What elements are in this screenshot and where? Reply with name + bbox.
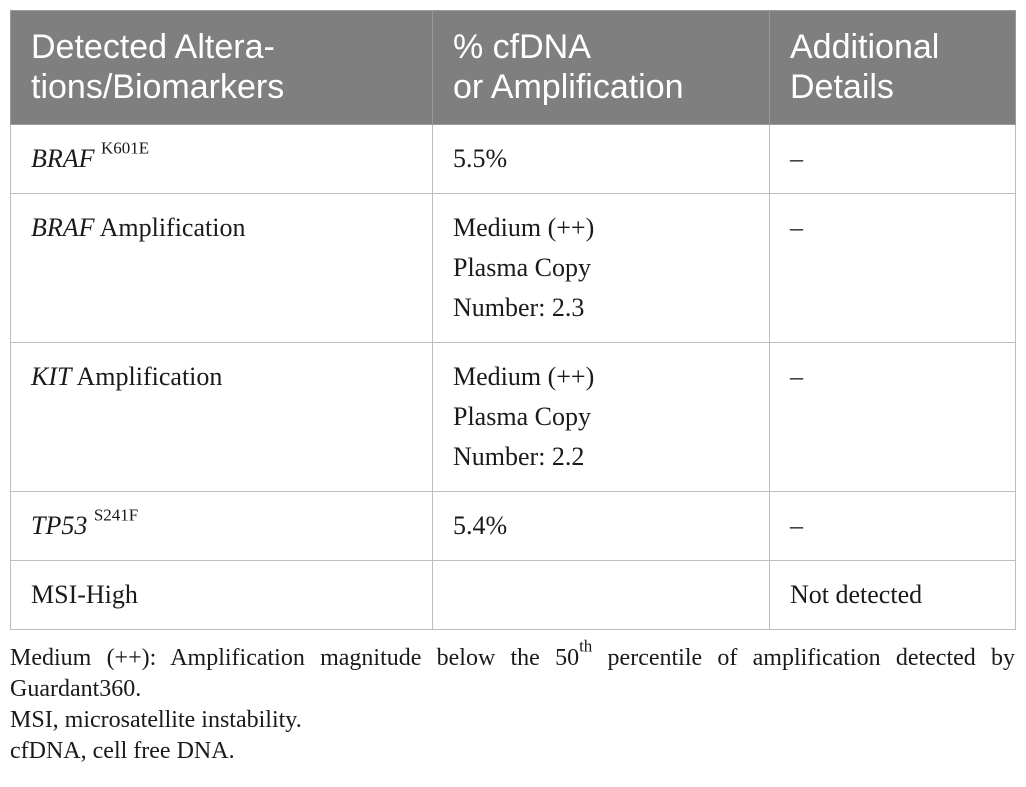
table-row: BRAF K601E 5.5% –	[10, 124, 1016, 194]
value-cell: Medium (++) Plasma Copy Number: 2.2	[432, 342, 770, 492]
details-cell: –	[769, 342, 1016, 492]
mutation-label: K601E	[101, 138, 150, 158]
alteration-cell: TP53 S241F	[10, 491, 433, 561]
value-cell: 5.4%	[432, 491, 770, 561]
value-cell: 5.5%	[432, 124, 770, 194]
alteration-cell: KIT Amplification	[10, 342, 433, 492]
details-cell: Not detected	[769, 560, 1016, 630]
header-details: Additional Details	[769, 10, 1016, 125]
gene-name: BRAF	[31, 213, 95, 242]
alteration-cell: MSI-High	[10, 560, 433, 630]
table-row: BRAF Amplification Medium (++) Plasma Co…	[10, 193, 1016, 343]
footnote-medium: Medium (++): Amplification magnitude bel…	[10, 636, 1015, 702]
data-table-container: Detected Altera- tions/Biomarkers % cfDN…	[10, 10, 1016, 630]
table-row: TP53 S241F 5.4% –	[10, 491, 1016, 561]
footnote-msi: MSI, microsatellite instability.	[10, 707, 302, 733]
header-alterations: Detected Altera- tions/Biomarkers	[10, 10, 433, 125]
details-cell: –	[769, 124, 1016, 194]
table-footnotes: Medium (++): Amplification magnitude bel…	[10, 636, 1015, 767]
table-header-row: Detected Altera- tions/Biomarkers % cfDN…	[10, 10, 1016, 125]
alteration-cell: BRAF Amplification	[10, 193, 433, 343]
gene-name: TP53	[31, 511, 88, 540]
value-cell	[432, 560, 770, 630]
table-row: KIT Amplification Medium (++) Plasma Cop…	[10, 342, 1016, 492]
alterations-table: Detected Altera- tions/Biomarkers % cfDN…	[10, 10, 1016, 630]
gene-name: KIT	[31, 362, 72, 391]
table-row: MSI-High Not detected	[10, 560, 1016, 630]
gene-name: BRAF	[31, 144, 95, 173]
header-cfdna: % cfDNA or Amplification	[432, 10, 770, 125]
value-cell: Medium (++) Plasma Copy Number: 2.3	[432, 193, 770, 343]
details-cell: –	[769, 193, 1016, 343]
details-cell: –	[769, 491, 1016, 561]
footnote-cfdna: cfDNA, cell free DNA.	[10, 738, 235, 764]
mutation-label: S241F	[93, 505, 139, 525]
alteration-cell: BRAF K601E	[10, 124, 433, 194]
